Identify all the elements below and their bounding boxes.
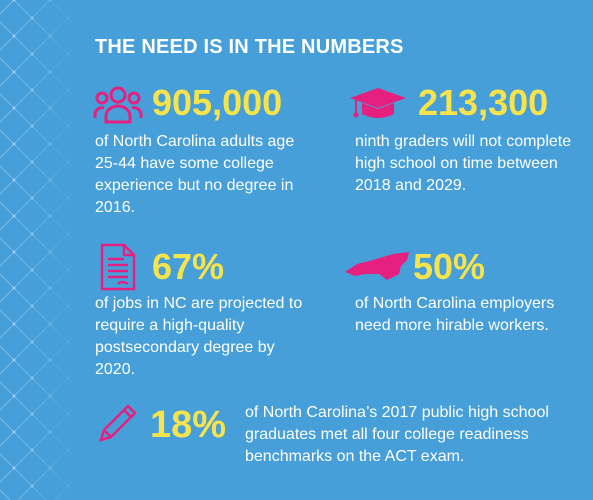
stat-value: 905,000 bbox=[152, 82, 283, 123]
stat-value: 50% bbox=[413, 246, 486, 287]
people-icon bbox=[93, 86, 143, 124]
stat-value: 213,300 bbox=[418, 82, 549, 123]
lattice-pattern bbox=[0, 0, 80, 500]
stat-description: of North Carolina employers need more hi… bbox=[355, 295, 555, 334]
stat-description: of North Carolina adults age 25-44 have … bbox=[95, 133, 295, 216]
stat-description: of jobs in NC are projected to require a… bbox=[95, 295, 303, 378]
north-carolina-icon bbox=[345, 252, 409, 280]
stat-description: ninth graders will not complete high sch… bbox=[355, 133, 572, 194]
document-icon bbox=[100, 243, 136, 291]
stat-description: of North Carolina’s 2017 public high sch… bbox=[245, 404, 549, 465]
stat-value: 18% bbox=[150, 404, 227, 446]
pencil-icon bbox=[99, 404, 137, 442]
stat-value: 67% bbox=[152, 246, 225, 287]
title: THE NEED IS IN THE NUMBERS bbox=[95, 36, 404, 58]
graduation-cap-icon bbox=[350, 88, 406, 118]
